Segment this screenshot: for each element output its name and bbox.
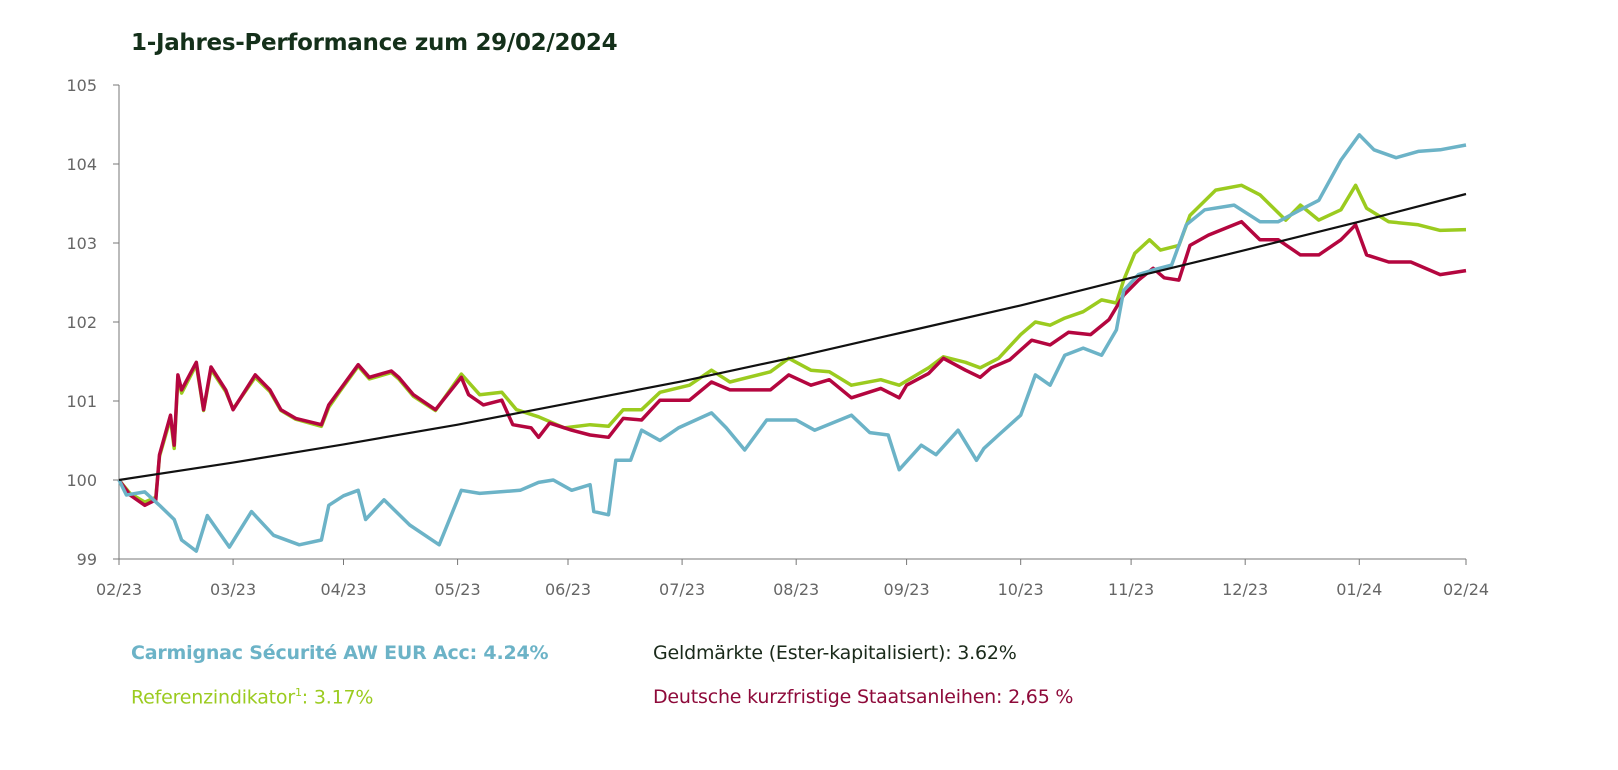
chart-title: 1-Jahres-Performance zum 29/02/2024 bbox=[131, 30, 618, 56]
line-chart: 99 100 101 102 103 104 105 02/23 03/23 04/23 05/23… bbox=[66, 76, 1489, 599]
x-tick-label: 08/23 bbox=[773, 580, 819, 599]
x-tick-label: 10/23 bbox=[998, 580, 1044, 599]
series-lines bbox=[117, 133, 1467, 553]
legend-label: Deutsche kurzfristige Staatsanleihen bbox=[653, 686, 997, 708]
x-tick-label: 02/23 bbox=[96, 580, 142, 599]
y-tick-label: 105 bbox=[66, 76, 97, 95]
x-tick-label: 04/23 bbox=[320, 580, 366, 599]
x-tick-label: 06/23 bbox=[545, 580, 591, 599]
y-tick-label: 99 bbox=[77, 550, 97, 569]
x-tick-label: 01/24 bbox=[1336, 580, 1382, 599]
x-tick-label: 02/24 bbox=[1443, 580, 1489, 599]
y-tick-label: 102 bbox=[66, 313, 97, 332]
legend-label: Carmignac Sécurité AW EUR Acc bbox=[131, 642, 470, 664]
series-line-carmignac-s-curit-aw-eur-acc bbox=[117, 133, 1467, 553]
x-tick-label: 09/23 bbox=[884, 580, 930, 599]
series-line-geldm-rkte-ester-kapitalisiert- bbox=[118, 192, 1467, 482]
y-tick-label: 103 bbox=[66, 234, 97, 253]
x-tick-label: 11/23 bbox=[1108, 580, 1154, 599]
y-tick-label: 101 bbox=[66, 392, 97, 411]
y-tick-label: 100 bbox=[66, 471, 97, 490]
x-tick-label: 07/23 bbox=[659, 580, 705, 599]
x-tick-label: 12/23 bbox=[1222, 580, 1268, 599]
legend-value: : 4.24% bbox=[469, 642, 549, 664]
series-line-referenzindikator bbox=[117, 183, 1467, 504]
legend-item-referenzindikator: Referenzindikator1: 3.17% bbox=[131, 686, 373, 708]
series-line-deutsche-kurzfristige-staatsanleihen bbox=[117, 219, 1467, 508]
x-tick-label: 05/23 bbox=[435, 580, 481, 599]
legend-label: Referenzindikator bbox=[131, 686, 295, 709]
legend-value: : 3.62% bbox=[945, 642, 1017, 664]
x-tick-label: 03/23 bbox=[210, 580, 256, 599]
legend-item-carmignac: Carmignac Sécurité AW EUR Acc: 4.24% bbox=[131, 642, 549, 664]
axes: 99 100 101 102 103 104 105 02/23 03/23 04/23 05/23… bbox=[66, 76, 1489, 599]
y-tick-label: 104 bbox=[66, 155, 97, 174]
legend-label: Geldmärkte (Ester-kapitalisiert) bbox=[653, 642, 946, 664]
legend-value: : 2,65 % bbox=[996, 686, 1074, 708]
legend-item-geldmaerkte: Geldmärkte (Ester-kapitalisiert): 3.62% bbox=[653, 642, 1017, 664]
legend-item-staatsanleihen: Deutsche kurzfristige Staatsanleihen: 2,… bbox=[653, 686, 1073, 708]
footnote-marker: 1 bbox=[294, 686, 302, 699]
legend-value: : 3.17% bbox=[301, 686, 374, 709]
